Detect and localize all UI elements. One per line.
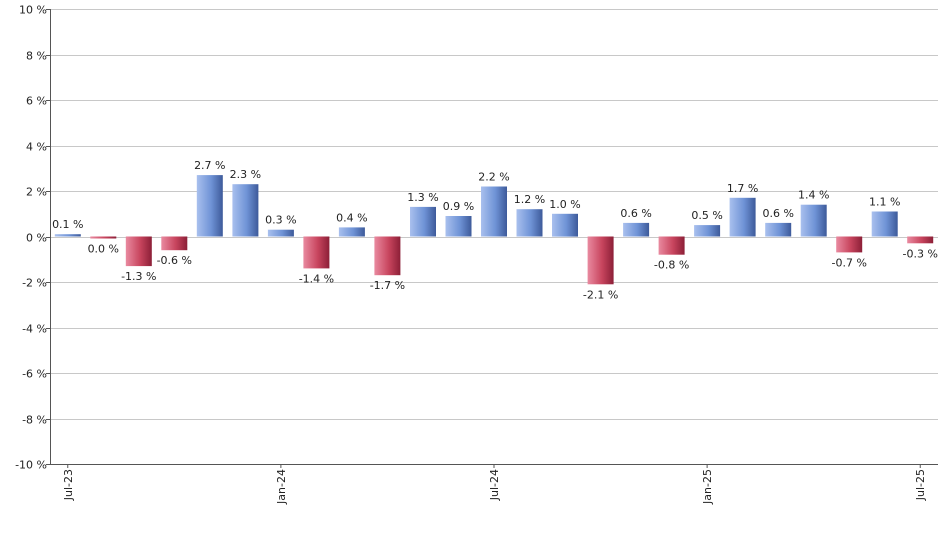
bar xyxy=(516,209,543,237)
bar xyxy=(658,236,685,255)
y-tick-label: -8 % xyxy=(22,414,47,427)
bar xyxy=(907,236,934,244)
bar xyxy=(587,236,614,285)
data-label: 0.1 % xyxy=(52,218,83,231)
x-tick-label: Jan-24 xyxy=(275,469,288,505)
y-tick-label: -10 % xyxy=(15,459,47,472)
bar xyxy=(623,222,650,237)
x-tick-label: Jul-24 xyxy=(488,469,501,501)
y-tick-label: 0 % xyxy=(26,232,47,245)
data-label: -0.3 % xyxy=(902,247,937,260)
data-label: -0.6 % xyxy=(157,254,192,267)
bar xyxy=(125,236,152,267)
data-label: -0.7 % xyxy=(831,256,866,269)
bar xyxy=(694,225,721,237)
x-tick-label: Jul-23 xyxy=(62,469,75,501)
data-label: 2.3 % xyxy=(230,168,261,181)
data-labels: 0.1 % 0.0 % -1.3 %-0.6 % 2.7 % 2.3 % 0.3 % -1.… xyxy=(52,159,938,301)
data-label: -0.8 % xyxy=(654,259,689,272)
bar xyxy=(871,211,898,237)
bar xyxy=(338,227,365,237)
x-tick-label: Jan-25 xyxy=(701,469,714,505)
data-label: 1.1 % xyxy=(869,196,900,209)
data-label: 0.4 % xyxy=(336,211,367,224)
y-tick-label: 6 % xyxy=(26,95,47,108)
bar xyxy=(54,234,81,237)
x-tick-label: Jul-25 xyxy=(914,469,927,501)
bar xyxy=(836,236,863,253)
data-label: -1.4 % xyxy=(299,272,334,285)
y-axis-ticks: 10 % 8 % 6 % 4 % 2 % 0 % -2 % -4 % -6 % -8 % -10 % xyxy=(15,4,50,472)
data-label: 1.7 % xyxy=(727,182,758,195)
bar xyxy=(303,236,330,269)
bar xyxy=(445,216,472,237)
data-label: 2.7 % xyxy=(194,159,225,172)
y-tick-label: -4 % xyxy=(22,323,47,336)
data-label: -2.1 % xyxy=(583,288,618,301)
data-label: 2.2 % xyxy=(478,171,509,184)
data-label: 0.6 % xyxy=(762,207,793,220)
bar xyxy=(410,206,436,237)
x-axis-ticks: Jul-23 Jan-24 Jul-24 Jan-25 Jul-25 xyxy=(62,464,927,505)
bar xyxy=(729,197,756,237)
bar xyxy=(161,236,188,251)
bar xyxy=(267,229,294,237)
bar xyxy=(765,222,792,237)
bar xyxy=(800,204,827,237)
data-label: 1.0 % xyxy=(549,198,580,211)
data-label: 1.2 % xyxy=(514,193,545,206)
bar xyxy=(90,236,117,239)
data-label: -1.7 % xyxy=(370,279,405,292)
bar xyxy=(232,184,259,237)
data-label: 0.6 % xyxy=(620,207,651,220)
y-tick-label: 10 % xyxy=(19,4,47,17)
data-label: 1.3 % xyxy=(407,191,438,204)
data-label: 0.5 % xyxy=(691,209,722,222)
data-label: 0.3 % xyxy=(265,214,296,227)
data-label: -1.3 % xyxy=(121,270,156,283)
y-tick-label: 2 % xyxy=(26,186,47,199)
y-tick-label: 4 % xyxy=(26,141,47,154)
data-label: 0.0 % xyxy=(88,243,119,256)
bar xyxy=(196,175,223,237)
bar xyxy=(481,186,507,237)
y-tick-label: -2 % xyxy=(22,277,47,290)
bar xyxy=(374,236,401,276)
bars xyxy=(54,175,934,285)
bar xyxy=(552,213,578,237)
y-tick-label: -6 % xyxy=(22,368,47,381)
data-label: 0.9 % xyxy=(443,200,474,213)
data-label: 1.4 % xyxy=(798,189,829,202)
y-tick-label: 8 % xyxy=(26,50,47,63)
